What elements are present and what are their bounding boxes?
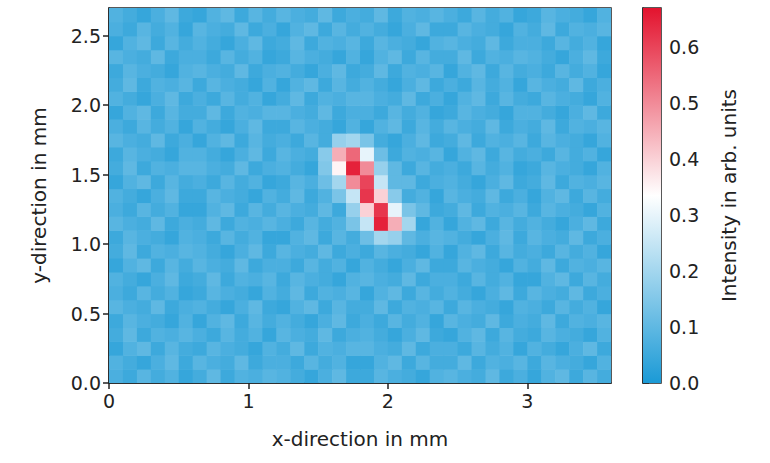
svg-text:1.5: 1.5 [71,164,101,186]
svg-text:1.0: 1.0 [71,233,101,255]
svg-text:0.5: 0.5 [669,92,699,114]
svg-text:0.5: 0.5 [71,303,101,325]
svg-text:0.1: 0.1 [669,316,699,338]
svg-text:2.5: 2.5 [71,25,101,47]
svg-text:0.2: 0.2 [669,260,699,282]
svg-text:0.0: 0.0 [71,372,101,394]
svg-text:0.6: 0.6 [669,36,699,58]
svg-text:x-direction in mm: x-direction in mm [272,427,449,451]
svg-text:2.0: 2.0 [71,94,101,116]
svg-text:0.3: 0.3 [669,204,699,226]
svg-text:0.4: 0.4 [669,148,699,170]
svg-text:y-direction in mm: y-direction in mm [27,107,51,283]
svg-text:0.0: 0.0 [669,372,699,394]
svg-text:Intensity in arb. units: Intensity in arb. units [717,89,741,302]
svg-text:0: 0 [103,390,115,412]
svg-text:2: 2 [382,390,394,412]
svg-text:1: 1 [242,390,254,412]
svg-text:3: 3 [521,390,533,412]
